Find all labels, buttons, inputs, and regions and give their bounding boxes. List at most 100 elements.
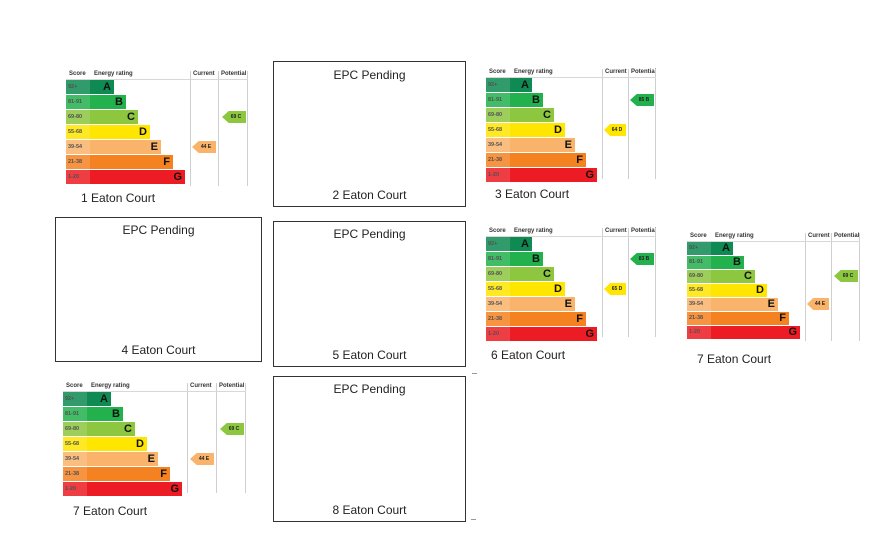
band-bar: E (90, 140, 161, 154)
band-score-range: 21-38 (486, 153, 510, 167)
epc-pending-label: EPC Pending (333, 382, 406, 396)
band-score-range: 39-54 (63, 452, 87, 466)
energy-rating-header: Energy rating (514, 69, 553, 75)
band-letter: G (170, 483, 179, 495)
band-score-range: 21-38 (63, 467, 87, 481)
band-score-range: 55-68 (486, 282, 510, 296)
band-bar: C (711, 270, 755, 283)
band-letter: F (576, 154, 583, 166)
rating-band-c: 69-80 C (66, 110, 190, 124)
potential-rating-arrow: 69 C (222, 111, 246, 123)
grid-line (655, 228, 656, 337)
rating-band-d: 55-68 D (63, 437, 187, 451)
band-score-range: 69-80 (486, 267, 510, 281)
grid-line (218, 71, 219, 186)
current-rating-arrow: 44 E (190, 453, 214, 465)
band-score-range: 21-38 (486, 312, 510, 326)
current-rating-arrow: 44 E (807, 298, 829, 310)
rating-band-d: 55-68 D (66, 125, 190, 139)
band-bar: D (90, 125, 150, 139)
band-letter: A (521, 79, 529, 91)
rating-band-b: 81-91 B (66, 95, 190, 109)
band-bar: B (711, 256, 744, 269)
grid-line (687, 241, 860, 242)
band-letter: B (115, 96, 123, 108)
band-score-range: 21-38 (66, 155, 90, 169)
property-name: 4 Eaton Court (121, 343, 196, 357)
band-score-range: 1-20 (486, 327, 510, 341)
band-bar: E (510, 297, 575, 311)
band-letter: E (147, 453, 155, 465)
score-header: Score (690, 233, 707, 239)
band-score-range: 1-20 (66, 170, 90, 184)
band-letter: F (779, 312, 786, 324)
energy-rating-header: Energy rating (715, 233, 754, 239)
score-header: Score (489, 228, 506, 234)
band-letter: C (744, 270, 752, 282)
rating-band-e: 39-54 E (687, 298, 805, 311)
band-letter: D (554, 283, 562, 295)
rating-band-a: 92+ A (486, 237, 602, 251)
band-letter: A (722, 242, 730, 254)
rating-band-g: 1-20 G (486, 168, 602, 182)
epc-pending-box: EPC Pending 8 Eaton Court (273, 376, 466, 522)
potential-header: Potential (221, 71, 247, 77)
energy-rating-header: Energy rating (514, 228, 553, 234)
rating-band-d: 55-68 D (486, 123, 602, 137)
rating-band-e: 39-54 E (486, 297, 602, 311)
rating-band-c: 69-80 C (486, 108, 602, 122)
score-header: Score (489, 69, 506, 75)
band-bar: B (510, 93, 543, 107)
current-rating-arrow: 65 D (604, 283, 626, 295)
band-score-range: 92+ (687, 242, 711, 255)
band-letter: B (532, 253, 540, 265)
epc-pending-label: EPC Pending (333, 227, 406, 241)
potential-header: Potential (631, 228, 657, 234)
band-bar: G (711, 326, 800, 339)
band-letter: G (585, 169, 594, 181)
grid-line (628, 69, 629, 179)
band-bar: G (510, 327, 597, 341)
band-score-range: 21-38 (687, 312, 711, 325)
property-name: 7 Eaton Court (73, 504, 148, 518)
band-score-range: 81-91 (63, 407, 87, 421)
grid-line (831, 233, 832, 341)
band-letter: F (160, 468, 167, 480)
band-bar: G (90, 170, 185, 184)
band-letter: B (532, 94, 540, 106)
band-bar: G (510, 168, 597, 182)
property-name: 8 Eaton Court (332, 503, 407, 517)
band-bar: A (711, 242, 733, 255)
band-letter: F (576, 313, 583, 325)
band-score-range: 92+ (486, 78, 510, 92)
property-name: 5 Eaton Court (332, 348, 407, 362)
band-letter: A (103, 81, 111, 93)
band-bar: C (510, 108, 554, 122)
epc-pending-box: EPC Pending 2 Eaton Court (273, 61, 466, 207)
grid-line (216, 383, 217, 493)
band-score-range: 55-68 (687, 284, 711, 297)
band-bar: D (711, 284, 767, 297)
current-rating-arrow: 64 D (604, 124, 626, 136)
band-score-range: 81-91 (66, 95, 90, 109)
potential-rating-arrow: 83 B (630, 253, 654, 265)
band-score-range: 39-54 (66, 140, 90, 154)
score-header: Score (69, 71, 86, 77)
property-name: 3 Eaton Court (495, 187, 570, 201)
rating-band-a: 92+ A (486, 78, 602, 92)
rating-band-c: 69-80 C (486, 267, 602, 281)
grid-line (187, 383, 188, 493)
rating-band-f: 21-38 F (486, 312, 602, 326)
band-score-range: 39-54 (687, 298, 711, 311)
rating-band-e: 39-54 E (486, 138, 602, 152)
band-bar: B (87, 407, 123, 421)
band-score-range: 92+ (66, 80, 90, 94)
band-letter: B (733, 256, 741, 268)
band-bar: G (87, 482, 182, 496)
band-bar: B (510, 252, 543, 266)
potential-rating-arrow: 85 B (630, 94, 654, 106)
property-name: 1 Eaton Court (81, 191, 156, 205)
separator-mark (471, 519, 476, 520)
band-letter: C (127, 111, 135, 123)
potential-header: Potential (219, 383, 245, 389)
